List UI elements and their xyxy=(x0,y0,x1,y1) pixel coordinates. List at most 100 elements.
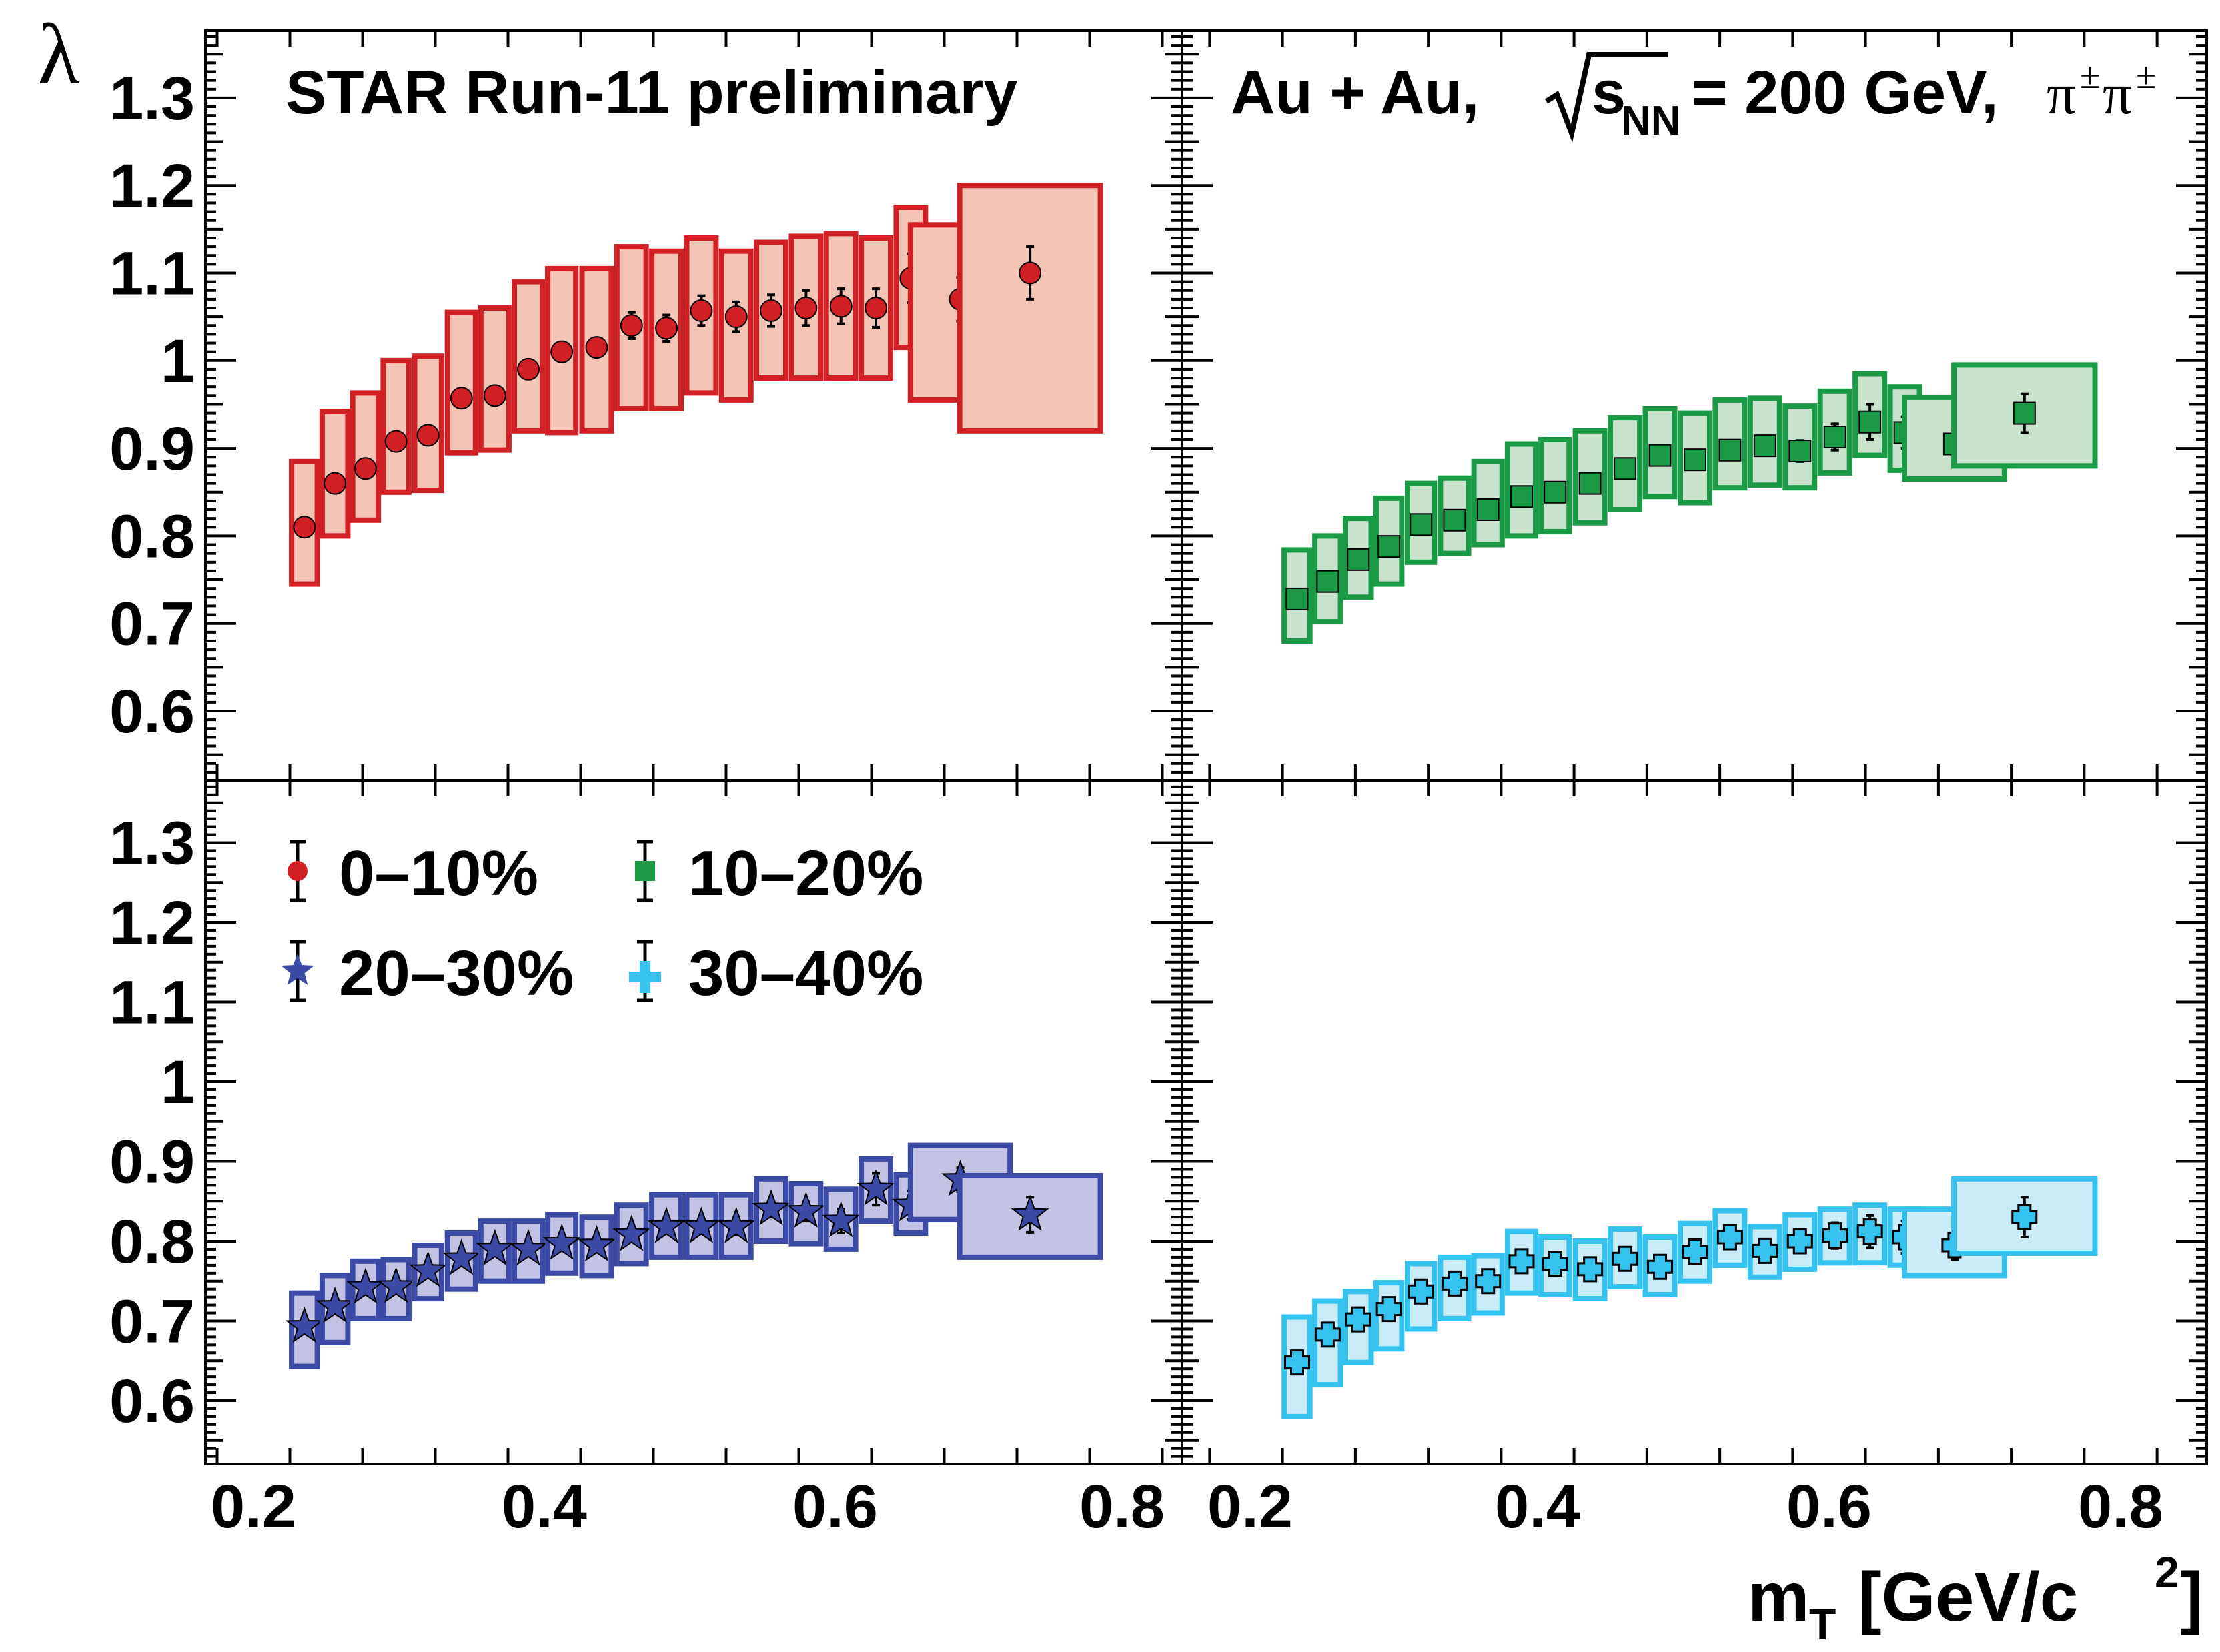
data-point-top-right-9 xyxy=(1578,472,1602,495)
sys-box-top-left-20 xyxy=(957,183,1103,434)
system-label-pair-2: π xyxy=(2103,62,2132,127)
y-tick-label-bottom-1: 0.7 xyxy=(109,1288,195,1356)
data-point-top-right-0 xyxy=(1285,587,1309,610)
x-axis-title-sup: 2 xyxy=(2155,1547,2179,1597)
data-point-top-left-9 xyxy=(585,336,608,359)
series-bottom-right xyxy=(1281,1176,2098,1419)
data-point-bottom-right-20 xyxy=(2011,1204,2038,1230)
x-tick-label-left-1: 0.4 xyxy=(502,1473,587,1541)
chart-title: STAR Run-11 preliminary xyxy=(286,59,1017,127)
data-point-top-left-6 xyxy=(483,384,506,407)
data-point-bottom-left-6 xyxy=(476,1228,514,1266)
data-point-bottom-right-17 xyxy=(1856,1218,1883,1245)
series-top-right xyxy=(1281,362,2098,644)
y-tick-label-bottom-0: 0.6 xyxy=(109,1367,195,1435)
x-axis-title-sub: T xyxy=(1809,1599,1836,1649)
legend-marker-star xyxy=(281,954,314,985)
y-tick-label-top-3: 0.9 xyxy=(109,415,195,483)
data-point-top-left-7 xyxy=(517,357,540,381)
data-point-top-left-20 xyxy=(1019,261,1042,285)
data-point-bottom-right-7 xyxy=(1508,1248,1535,1275)
panel-bottom-left xyxy=(205,780,1182,1464)
panel-frame-bottom-right xyxy=(1181,779,2208,1465)
y-axis-title: λ xyxy=(37,7,79,103)
series-bottom-left xyxy=(285,1142,1103,1369)
data-point-top-left-15 xyxy=(794,297,818,320)
data-point-top-left-13 xyxy=(724,305,748,329)
data-point-bottom-right-9 xyxy=(1577,1256,1604,1283)
data-point-bottom-left-11 xyxy=(647,1206,686,1243)
data-point-top-right-5 xyxy=(1443,508,1466,532)
data-point-top-right-6 xyxy=(1476,498,1500,522)
y-tick-label-bottom-4: 1 xyxy=(161,1048,195,1116)
data-point-top-right-20 xyxy=(2013,401,2036,425)
data-point-bottom-left-0 xyxy=(285,1306,324,1343)
data-point-top-left-8 xyxy=(550,340,574,363)
sqrt-symbol-icon xyxy=(1544,52,1668,143)
data-point-bottom-left-13 xyxy=(717,1206,756,1243)
data-point-top-left-2 xyxy=(354,457,377,480)
y-tick-label-top-6: 1.2 xyxy=(109,152,195,220)
data-point-bottom-right-16 xyxy=(1822,1222,1848,1249)
sys-box-top-left-7 xyxy=(512,279,546,434)
legend-label-10-20: 10–20% xyxy=(688,838,923,909)
data-point-bottom-right-2 xyxy=(1345,1306,1371,1333)
legend-item-0-10: 0–10% xyxy=(288,838,538,909)
legend-marker-square xyxy=(635,861,655,881)
data-point-top-right-12 xyxy=(1683,448,1706,472)
panel-bottom-right xyxy=(1182,780,2207,1464)
system-label-sqrt-s: s xyxy=(1592,59,1626,127)
legend-label-30-40: 30–40% xyxy=(688,938,923,1009)
data-point-bottom-right-15 xyxy=(1786,1228,1813,1255)
data-point-top-right-16 xyxy=(1823,426,1846,449)
sys-box-top-left-2 xyxy=(350,390,382,523)
data-point-bottom-left-4 xyxy=(409,1251,448,1287)
x-tick-label-left-2: 0.6 xyxy=(792,1473,878,1541)
legend: 0–10% 10–20% 20–30% 30–40% xyxy=(281,838,923,1009)
data-point-top-right-1 xyxy=(1316,570,1339,593)
data-point-top-left-12 xyxy=(690,299,713,322)
y-tick-label-bottom-2: 0.8 xyxy=(109,1208,195,1276)
data-point-top-left-14 xyxy=(760,299,783,322)
data-point-bottom-left-16 xyxy=(822,1201,861,1238)
y-tick-label-top-5: 1.1 xyxy=(109,240,195,308)
system-label-sqrt-s-sub: NN xyxy=(1621,98,1681,144)
data-point-bottom-left-9 xyxy=(577,1225,616,1262)
x-tick-label-left-3: 0.8 xyxy=(1079,1473,1165,1541)
data-point-top-left-11 xyxy=(655,317,678,340)
data-point-bottom-left-1 xyxy=(316,1287,354,1323)
system-label-pair-1: π xyxy=(2047,62,2076,127)
data-point-bottom-right-6 xyxy=(1475,1268,1502,1295)
data-point-bottom-left-10 xyxy=(612,1214,651,1251)
data-point-top-left-0 xyxy=(293,516,316,539)
panel-top-left xyxy=(205,31,1182,780)
data-point-top-left-10 xyxy=(620,314,643,337)
data-point-bottom-right-10 xyxy=(1612,1245,1638,1272)
legend-item-30-40: 30–40% xyxy=(629,938,923,1009)
legend-label-20-30: 20–30% xyxy=(339,938,574,1009)
data-point-top-right-8 xyxy=(1544,480,1567,504)
data-point-bottom-left-15 xyxy=(786,1191,825,1228)
y-tick-label-top-4: 1 xyxy=(161,327,195,395)
y-tick-label-top-7: 1.3 xyxy=(109,65,195,133)
y-tick-label-top-2: 0.8 xyxy=(109,502,195,570)
data-point-bottom-right-14 xyxy=(1752,1237,1778,1264)
data-point-top-left-16 xyxy=(829,295,853,318)
x-axis-title: m T [GeV/c 2 ] xyxy=(1748,1547,2203,1649)
y-tick-label-bottom-5: 1.1 xyxy=(109,969,195,1037)
data-point-bottom-left-7 xyxy=(509,1228,548,1266)
y-tick-label-bottom-6: 1.2 xyxy=(109,889,195,957)
sys-box-top-left-6 xyxy=(478,305,512,453)
legend-marker-cross xyxy=(629,961,661,993)
legend-label-0-10: 0–10% xyxy=(339,838,538,909)
x-tick-label-right-0: 0.2 xyxy=(1207,1473,1293,1541)
data-point-top-right-4 xyxy=(1410,513,1433,536)
data-point-top-right-7 xyxy=(1510,485,1533,508)
data-point-bottom-right-0 xyxy=(1283,1349,1310,1376)
data-point-bottom-left-14 xyxy=(752,1189,790,1226)
data-point-bottom-left-3 xyxy=(377,1267,416,1303)
sys-box-top-left-5 xyxy=(444,309,478,456)
x-tick-label-right-2: 0.6 xyxy=(1786,1473,1872,1541)
data-point-bottom-right-8 xyxy=(1542,1250,1568,1277)
